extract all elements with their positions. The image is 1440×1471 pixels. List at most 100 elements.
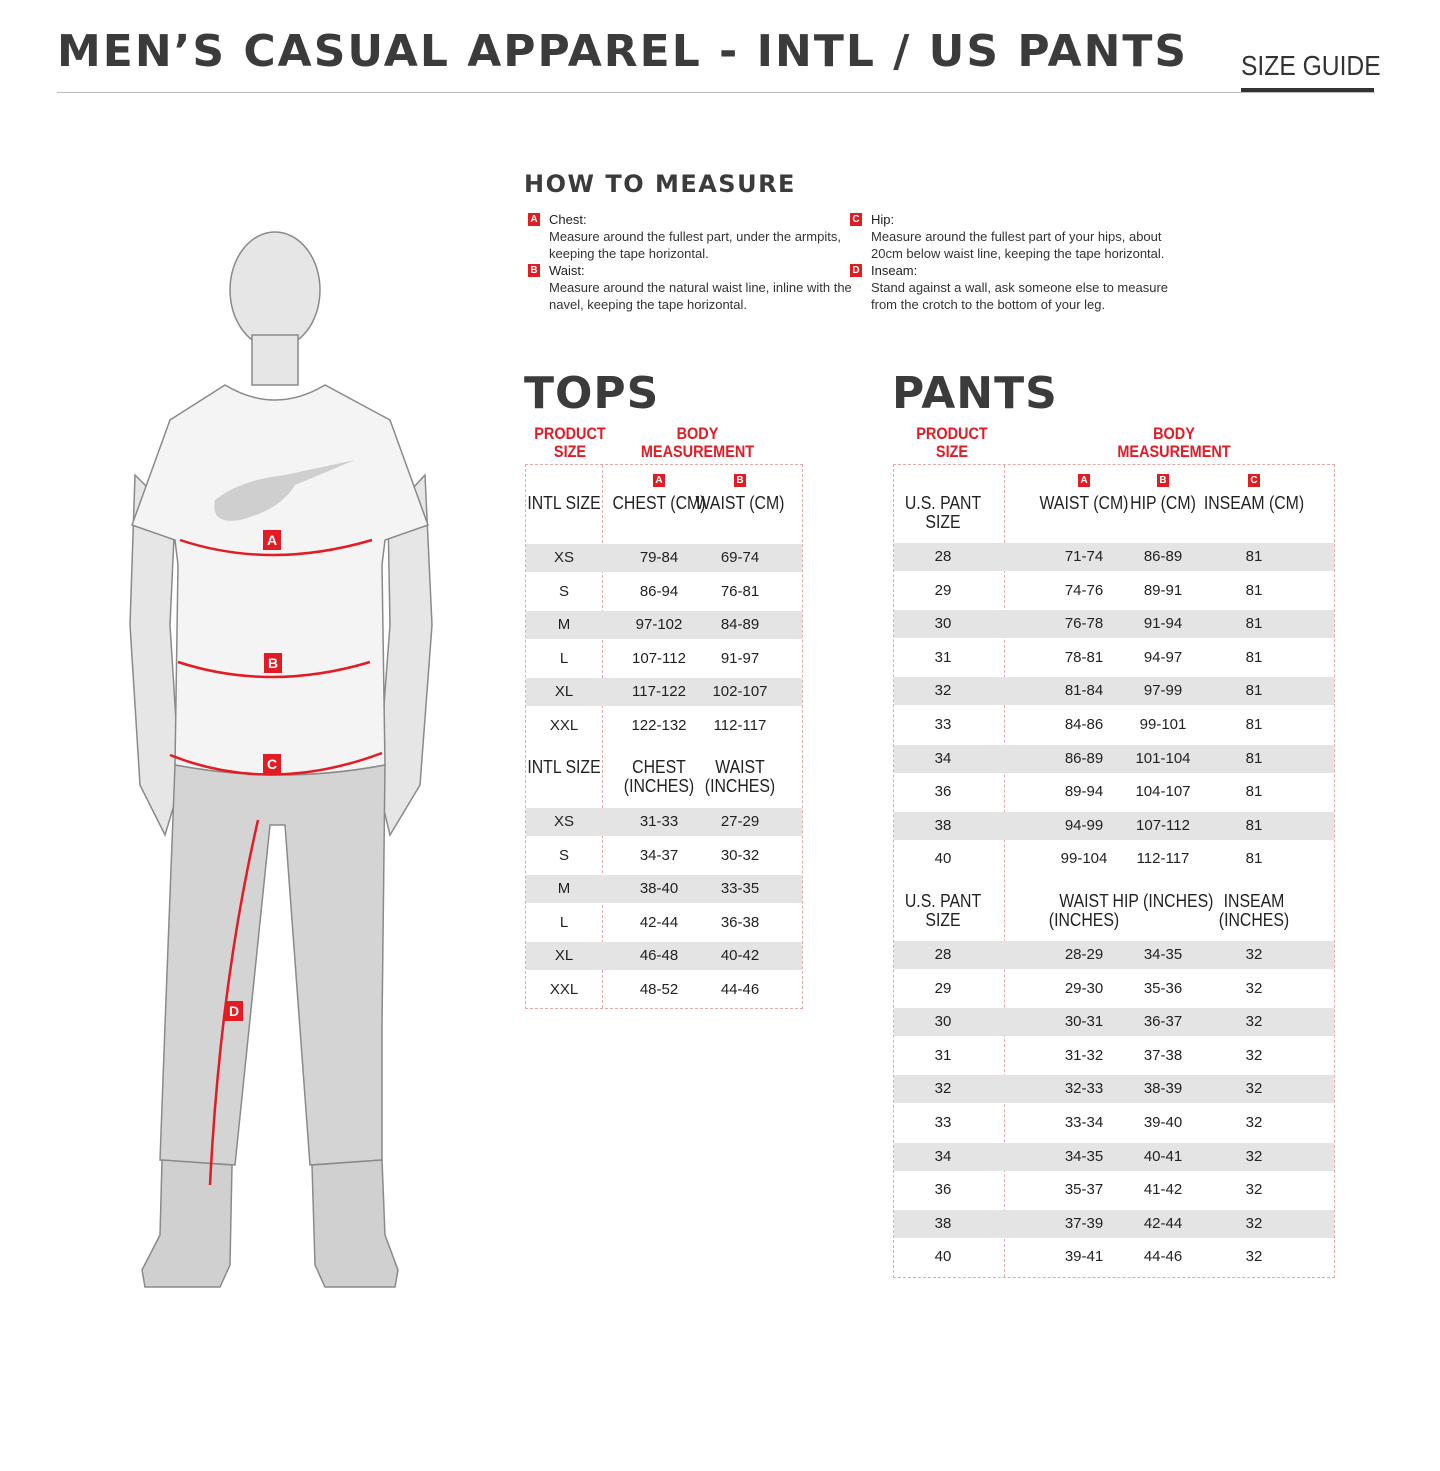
table-row: XS 31-33 27-29 xyxy=(526,808,802,836)
measure-label: Chest: xyxy=(549,212,587,227)
table-row: 30 30-31 36-37 32 xyxy=(894,1008,1334,1037)
table-row: XXL 122-132 112-117 xyxy=(526,712,802,740)
table-row: 32 32-33 38-39 32 xyxy=(894,1075,1334,1104)
table-row: XL 117-122 102-107 xyxy=(526,678,802,707)
table-cell: 29-30 xyxy=(1064,979,1104,997)
table-row: XXL 48-52 44-46 xyxy=(526,976,802,1004)
column-header: INTL SIZE xyxy=(527,493,601,513)
marker-a-icon xyxy=(263,530,281,550)
letter-a-icon: A xyxy=(653,474,665,487)
table-row: XL 46-48 40-42 xyxy=(526,942,802,971)
table-cell: 30-31 xyxy=(1064,1013,1104,1031)
table-cell: 32 xyxy=(1245,1046,1263,1064)
table-cell: 34 xyxy=(934,1147,952,1165)
table-cell: XXL xyxy=(549,717,579,734)
table-cell: 81 xyxy=(1245,749,1263,767)
tops-body-measurement-header: BODY MEASUREMENT xyxy=(640,424,755,461)
waist-arrow xyxy=(177,660,371,679)
head xyxy=(229,231,321,349)
table-cell: 36-38 xyxy=(720,913,760,931)
table-cell: 36 xyxy=(934,1181,952,1199)
table-cell: 36-37 xyxy=(1143,1013,1183,1031)
table-cell: 69-74 xyxy=(720,549,760,566)
table-cell: 112-117 xyxy=(713,717,767,734)
table-cell: 28 xyxy=(934,946,952,963)
table-row: M 97-102 84-89 xyxy=(526,611,802,640)
table-cell: 41-42 xyxy=(1143,1181,1183,1199)
table-cell: 81 xyxy=(1245,648,1263,666)
table-cell: 76-78 xyxy=(1064,615,1104,633)
table-cell: 122-132 xyxy=(631,717,687,734)
table-cell: 32 xyxy=(1245,1080,1263,1098)
table-cell: 29 xyxy=(934,581,952,599)
measure-text: Measure around the fullest part, under t… xyxy=(549,229,841,261)
table-cell: 31-33 xyxy=(639,813,679,830)
inseam-arrow xyxy=(208,819,260,1186)
marker-b-label: B xyxy=(268,655,278,671)
column-divider xyxy=(602,465,603,1008)
table-cell: 48-52 xyxy=(639,981,679,998)
column-header: HIP (INCHES) xyxy=(1112,891,1214,911)
table-cell: 37-38 xyxy=(1143,1046,1183,1064)
table-cell: 79-84 xyxy=(639,549,679,566)
table-cell: 86-89 xyxy=(1064,749,1104,767)
table-row: 32 81-84 97-99 81 xyxy=(894,677,1334,706)
table-row: 40 99-104 112-117 81 xyxy=(894,845,1334,873)
table-cell: 34 xyxy=(934,749,952,767)
table-cell: 31-32 xyxy=(1064,1046,1104,1064)
column-header: INSEAM (CM) xyxy=(1203,493,1305,513)
table-cell: 81 xyxy=(1245,816,1263,834)
pants-heading: PANTS xyxy=(892,368,1058,419)
table-row: 34 86-89 101-104 81 xyxy=(894,744,1334,773)
table-cell: 81 xyxy=(1245,850,1263,868)
measure-text: Measure around the fullest part of your … xyxy=(871,229,1165,261)
table-cell: 78-81 xyxy=(1064,648,1104,666)
column-header: INTL SIZE xyxy=(527,757,601,777)
table-cell: 31 xyxy=(934,1046,952,1064)
table-row: M 38-40 33-35 xyxy=(526,875,802,904)
measure-item-c: C Hip: Measure around the fullest part of … xyxy=(850,211,1181,262)
table-cell: 74-76 xyxy=(1064,581,1104,599)
column-header: WAIST (INCHES) xyxy=(704,757,776,796)
table-row: 28 71-74 86-89 81 xyxy=(894,543,1334,571)
table-cell: 44-46 xyxy=(720,981,760,998)
table-cell: 34-37 xyxy=(639,846,679,864)
marker-d-label: D xyxy=(229,1003,239,1019)
table-cell: 30-32 xyxy=(720,846,760,864)
table-row: L 107-112 91-97 xyxy=(526,645,802,673)
table-cell: 89-94 xyxy=(1064,783,1104,801)
table-cell: 97-99 xyxy=(1143,682,1183,700)
letter-b-icon: B xyxy=(734,474,746,487)
table-cell: L xyxy=(559,649,569,667)
table-cell: S xyxy=(558,846,569,864)
table-cell: 37-39 xyxy=(1064,1214,1104,1232)
letter-c-icon: C xyxy=(1248,474,1260,487)
table-row: XS 79-84 69-74 xyxy=(526,544,802,572)
pants-product-size-header: PRODUCT SIZE xyxy=(916,424,988,461)
table-cell: 32 xyxy=(1245,1147,1263,1165)
table-cell: 36 xyxy=(934,783,952,801)
table-cell: 32 xyxy=(934,1080,952,1098)
measure-label: Waist: xyxy=(549,263,585,278)
table-cell: 81-84 xyxy=(1064,682,1104,700)
table-cell: 89-91 xyxy=(1143,581,1183,599)
table-cell: 31 xyxy=(934,648,952,666)
column-header: U.S. PANT SIZE xyxy=(904,493,982,532)
table-cell: 117-122 xyxy=(632,683,686,701)
table-row: 34 34-35 40-41 32 xyxy=(894,1142,1334,1171)
column-header: U.S. PANT SIZE xyxy=(904,891,982,930)
table-cell: 81 xyxy=(1245,716,1263,733)
table-cell: 32 xyxy=(1245,979,1263,997)
measure-label: Inseam: xyxy=(871,263,918,278)
table-cell: 76-81 xyxy=(720,582,760,600)
marker-a-label: A xyxy=(267,532,277,548)
table-cell: XL xyxy=(554,947,574,965)
table-cell: 30 xyxy=(934,615,952,633)
table-cell: 84-86 xyxy=(1064,716,1104,733)
marker-d-icon xyxy=(225,1001,243,1021)
table-cell: 32 xyxy=(1245,1114,1263,1131)
table-cell: 32 xyxy=(1245,1013,1263,1031)
measure-item-d: D Inseam: Stand against a wall, ask someon… xyxy=(850,262,1181,313)
size-guide-underline xyxy=(1241,88,1374,92)
table-cell: 99-101 xyxy=(1139,716,1187,733)
